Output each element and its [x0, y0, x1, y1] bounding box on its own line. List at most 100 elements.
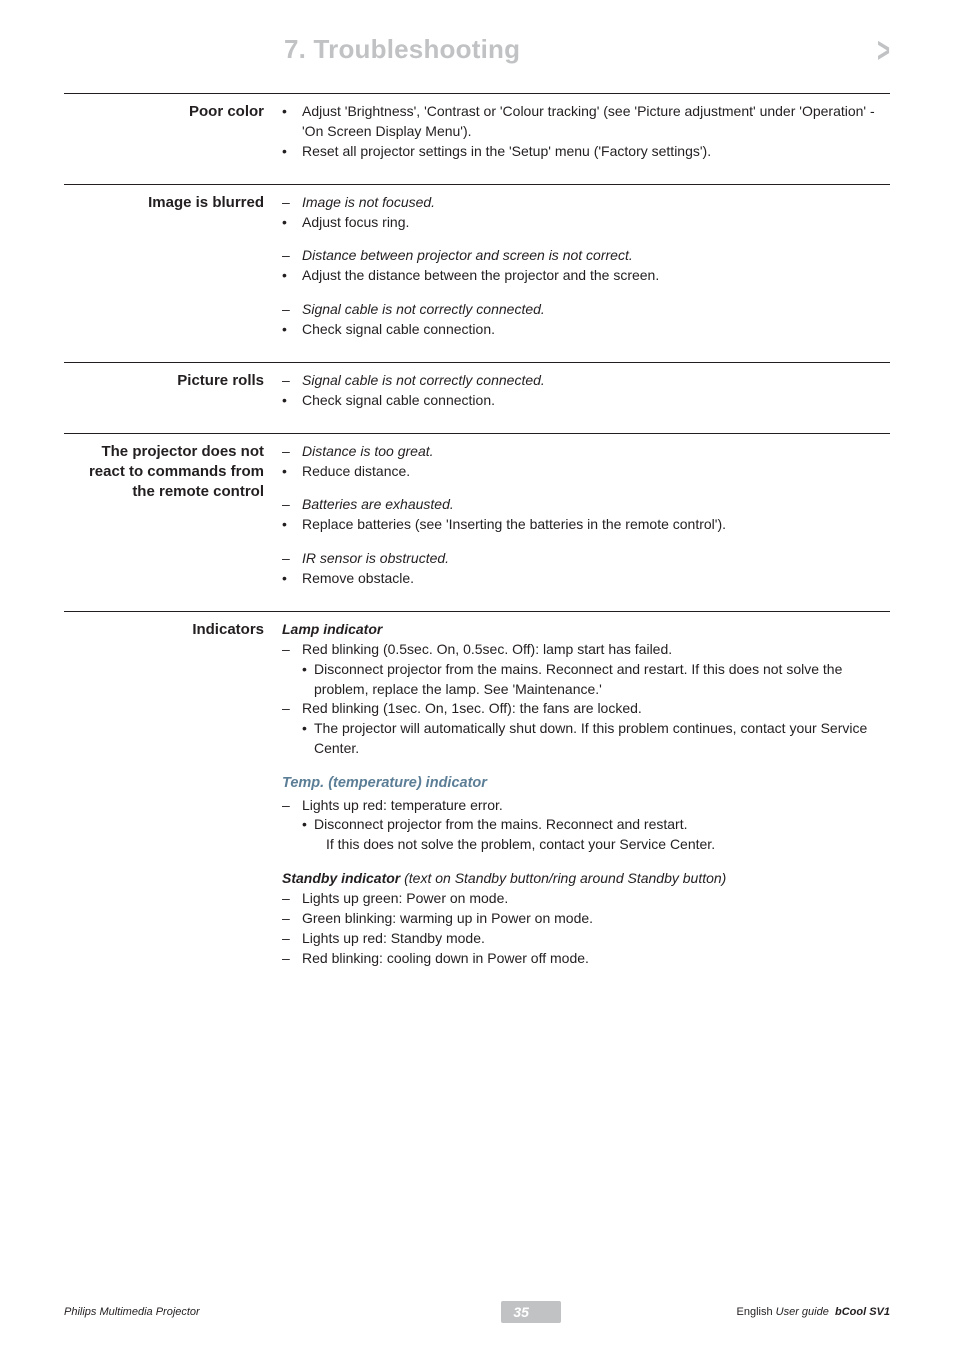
dash-icon: –: [282, 699, 302, 719]
section-label: Picture rolls: [64, 371, 282, 415]
item-text: Green blinking: warming up in Power on m…: [302, 909, 890, 929]
item-text: Red blinking (1sec. On, 1sec. Off): the …: [302, 699, 890, 719]
indicator-subitem: •Disconnect projector from the mains. Re…: [282, 815, 890, 835]
dash-icon: –: [282, 193, 302, 213]
troubleshooting-sections: Poor color•Adjust 'Brightness', 'Contras…: [64, 93, 890, 593]
indicator-item: –Green blinking: warming up in Power on …: [282, 909, 890, 929]
cause-item: –Signal cable is not correctly connected…: [282, 300, 890, 320]
item-group: –Signal cable is not correctly connected…: [282, 300, 890, 340]
standby-indicator-heading: Standby indicator (text on Standby butto…: [282, 869, 890, 889]
chapter-title: 7. Troubleshooting: [284, 34, 520, 65]
troubleshooting-section: Picture rolls–Signal cable is not correc…: [64, 362, 890, 415]
bullet-item: •Reset all projector settings in the 'Se…: [282, 142, 890, 162]
indicator-item: –Red blinking (1sec. On, 1sec. Off): the…: [282, 699, 890, 719]
temp-indicator-heading: Temp. (temperature) indicator: [282, 773, 890, 794]
page: 7. Troubleshooting > Poor color•Adjust '…: [0, 0, 954, 1351]
subitem-text: Disconnect projector from the mains. Rec…: [314, 660, 890, 700]
lamp-indicator-heading: Lamp indicator: [282, 620, 890, 640]
item-text: Lights up red: temperature error.: [302, 796, 890, 816]
indicator-item: –Lights up green: Power on mode.: [282, 889, 890, 909]
item-text: Reset all projector settings in the 'Set…: [302, 142, 890, 162]
item-text: Batteries are exhausted.: [302, 495, 890, 515]
bullet-item: •Check signal cable connection.: [282, 320, 890, 340]
indicator-item: –Red blinking (0.5sec. On, 0.5sec. Off):…: [282, 640, 890, 660]
page-footer: Philips Multimedia Projector 35 English …: [0, 1301, 954, 1323]
bullet-icon: •: [302, 815, 314, 835]
bullet-item: •Adjust focus ring.: [282, 213, 890, 233]
subitem-text: If this does not solve the problem, cont…: [326, 835, 890, 855]
dash-icon: –: [282, 371, 302, 391]
bullet-icon: •: [282, 213, 302, 233]
item-text: Adjust the distance between the projecto…: [302, 266, 890, 286]
dash-icon: –: [282, 949, 302, 969]
item-group: –Distance between projector and screen i…: [282, 246, 890, 286]
dash-icon: –: [282, 246, 302, 266]
bullet-icon: •: [282, 391, 302, 411]
section-content: –Image is not focused.•Adjust focus ring…: [282, 193, 890, 344]
bullet-icon: •: [282, 569, 302, 589]
troubleshooting-section: Poor color•Adjust 'Brightness', 'Contras…: [64, 93, 890, 166]
chapter-header: 7. Troubleshooting >: [64, 34, 890, 65]
lamp-indicator-list: –Red blinking (0.5sec. On, 0.5sec. Off):…: [282, 640, 890, 759]
section-content: •Adjust 'Brightness', 'Contrast or 'Colo…: [282, 102, 890, 166]
item-group: –IR sensor is obstructed.•Remove obstacl…: [282, 549, 890, 589]
item-text: Red blinking (0.5sec. On, 0.5sec. Off): …: [302, 640, 890, 660]
page-number: 35: [501, 1301, 561, 1323]
footer-model: bCool SV1: [835, 1306, 890, 1318]
dash-icon: –: [282, 549, 302, 569]
item-text: Distance is too great.: [302, 442, 890, 462]
item-text: Remove obstacle.: [302, 569, 890, 589]
indicator-subitem: •The projector will automatically shut d…: [282, 719, 890, 759]
indicator-item: –Lights up red: Standby mode.: [282, 929, 890, 949]
bullet-icon: •: [282, 515, 302, 535]
cause-item: –Distance is too great.: [282, 442, 890, 462]
dash-icon: –: [282, 889, 302, 909]
item-text: Adjust focus ring.: [302, 213, 890, 233]
dash-icon: –: [282, 909, 302, 929]
footer-left: Philips Multimedia Projector: [64, 1306, 200, 1318]
item-text: Check signal cable connection.: [302, 320, 890, 340]
bullet-icon: •: [282, 266, 302, 286]
indicator-subitem: •Disconnect projector from the mains. Re…: [282, 660, 890, 700]
cause-item: –Image is not focused.: [282, 193, 890, 213]
bullet-item: •Replace batteries (see 'Inserting the b…: [282, 515, 890, 535]
section-label: Image is blurred: [64, 193, 282, 344]
subitem-text: Disconnect projector from the mains. Rec…: [314, 815, 890, 835]
section-content: –Distance is too great.•Reduce distance.…: [282, 442, 890, 593]
section-label: The projector does not react to commands…: [64, 442, 282, 593]
standby-heading-bold: Standby indicator: [282, 870, 400, 886]
indicator-item: –Red blinking: cooling down in Power off…: [282, 949, 890, 969]
temp-indicator-list: –Lights up red: temperature error.•Disco…: [282, 796, 890, 856]
item-text: Red blinking: cooling down in Power off …: [302, 949, 890, 969]
bullet-item: •Reduce distance.: [282, 462, 890, 482]
footer-right: English User guide bCool SV1: [737, 1306, 890, 1318]
subitem-text: The projector will automatically shut do…: [314, 719, 890, 759]
troubleshooting-section: Image is blurred–Image is not focused.•A…: [64, 184, 890, 344]
item-text: Check signal cable connection.: [302, 391, 890, 411]
cause-item: –Signal cable is not correctly connected…: [282, 371, 890, 391]
dash-icon: –: [282, 640, 302, 660]
bullet-icon: •: [282, 462, 302, 482]
section-content: Lamp indicator –Red blinking (0.5sec. On…: [282, 620, 890, 969]
indicator-subitem: If this does not solve the problem, cont…: [282, 835, 890, 855]
cause-item: –Distance between projector and screen i…: [282, 246, 890, 266]
dash-icon: –: [282, 300, 302, 320]
item-text: Signal cable is not correctly connected.: [302, 300, 890, 320]
standby-indicator-list: –Lights up green: Power on mode.–Green b…: [282, 889, 890, 969]
cause-item: –Batteries are exhausted.: [282, 495, 890, 515]
bullet-icon: •: [282, 102, 302, 142]
item-text: Lights up green: Power on mode.: [302, 889, 890, 909]
dash-icon: –: [282, 929, 302, 949]
item-group: •Adjust 'Brightness', 'Contrast or 'Colo…: [282, 102, 890, 162]
bullet-item: •Remove obstacle.: [282, 569, 890, 589]
section-label: Poor color: [64, 102, 282, 166]
bullet-icon: •: [302, 719, 314, 759]
bullet-icon: [314, 835, 326, 855]
chevron-right-icon: >: [877, 30, 890, 72]
troubleshooting-section: The projector does not react to commands…: [64, 433, 890, 593]
dash-icon: –: [282, 442, 302, 462]
footer-guide: User guide: [776, 1306, 829, 1318]
item-group: –Image is not focused.•Adjust focus ring…: [282, 193, 890, 233]
item-group: –Signal cable is not correctly connected…: [282, 371, 890, 411]
standby-heading-rest: (text on Standby button/ring around Stan…: [400, 870, 726, 886]
